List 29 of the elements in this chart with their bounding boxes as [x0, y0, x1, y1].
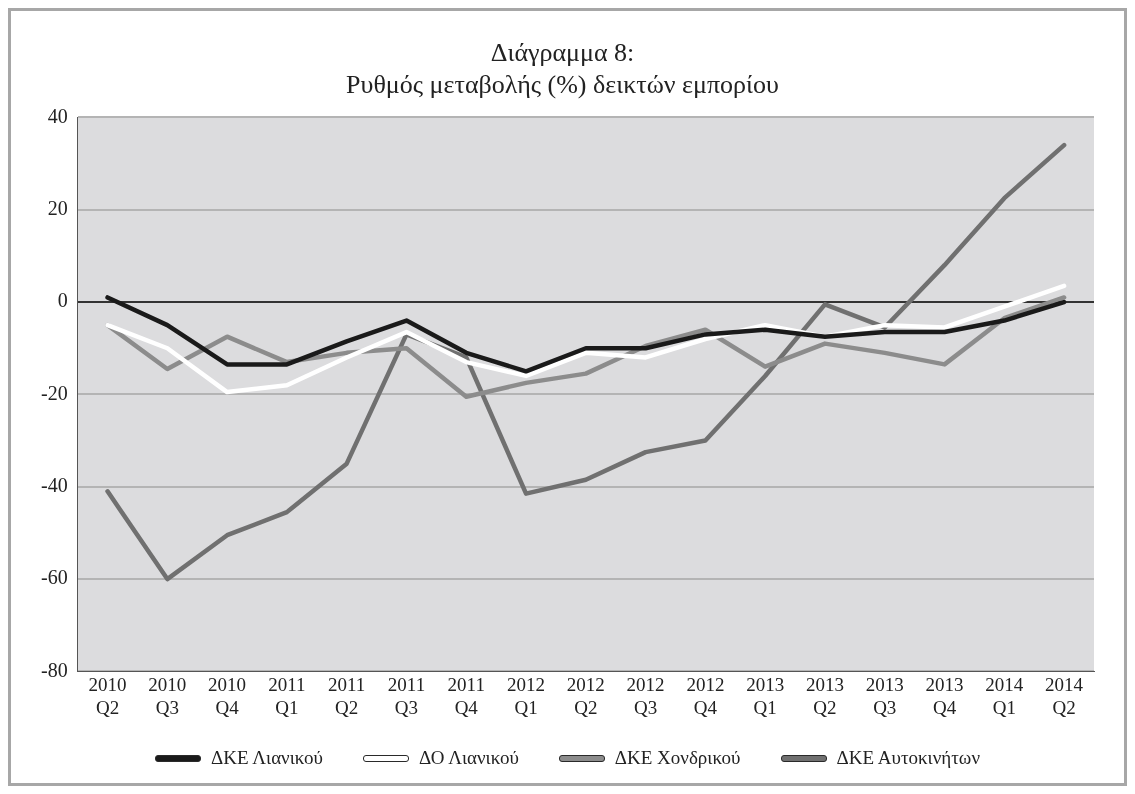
x-tick-label: 2012 Q4 [686, 673, 725, 718]
x-tick-label: 2014 Q2 [1045, 673, 1084, 718]
x-tick-label: 2012 Q2 [566, 673, 605, 718]
x-tick-label: 2013 Q1 [746, 673, 785, 718]
x-tick-label: 2012 Q3 [626, 673, 665, 718]
x-tick-label: 2011 Q4 [447, 673, 485, 718]
legend-label: ΔΚΕ Αυτοκινήτων [836, 747, 980, 769]
chart-title: Διάγραμμα 8: Ρυθμός μεταβολής (%) δεικτών εμπορίου [346, 38, 779, 99]
legend-label: ΔΚΕ Χονδρικού [614, 747, 741, 769]
y-tick-label: 40 [47, 104, 68, 127]
legend-label: ΔΟ Λιανικού [418, 747, 519, 769]
x-tick-label: 2013 Q2 [805, 673, 844, 718]
x-tick-label: 2012 Q1 [507, 673, 546, 718]
x-tick-label: 2011 Q2 [328, 673, 366, 718]
x-tick-label: 2011 Q3 [387, 673, 426, 718]
x-tick-label: 2010 Q4 [208, 673, 247, 718]
x-tick-label: 2013 Q3 [865, 673, 904, 718]
x-tick-label: 2010 Q2 [88, 673, 127, 718]
x-tick-label: 2013 Q4 [925, 673, 964, 718]
y-tick-label: 20 [47, 196, 68, 219]
x-tick-label: 2011 Q1 [268, 673, 306, 718]
legend-label: ΔΚΕ Λιανικού [211, 747, 323, 769]
x-tick-label: 2014 Q1 [985, 673, 1024, 718]
y-tick-label: -60 [40, 566, 68, 589]
y-tick-label: -20 [40, 381, 68, 404]
y-tick-label: -80 [40, 658, 68, 681]
y-tick-label: 0 [57, 289, 68, 312]
x-tick-label: 2010 Q3 [148, 673, 187, 718]
y-tick-label: -40 [40, 473, 68, 496]
